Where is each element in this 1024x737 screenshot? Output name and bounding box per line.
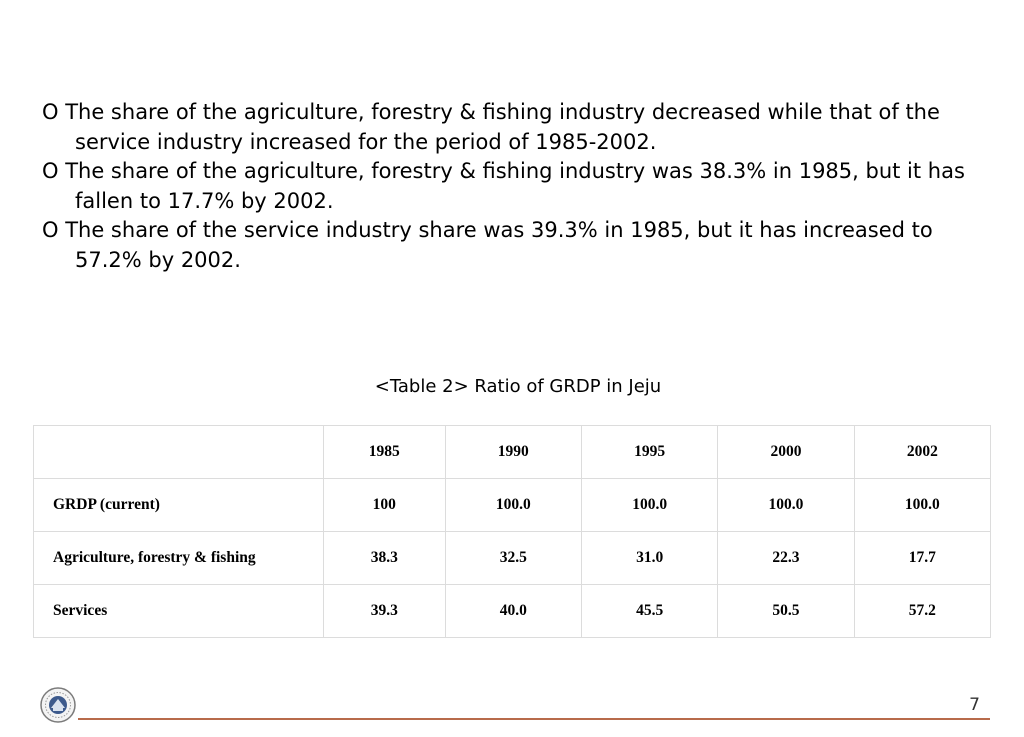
table-cell: 100.0	[444, 478, 582, 532]
table-header-cell	[33, 425, 324, 479]
table-header-cell: 2000	[717, 425, 855, 479]
table-row: Services 39.3 40.0 45.5 50.5 57.2	[33, 584, 992, 638]
table-cell: 45.5	[580, 584, 719, 638]
table-cell: 57.2	[853, 584, 992, 638]
bullet-item: O The share of the service industry shar…	[42, 218, 933, 272]
row-label: Services	[33, 584, 324, 638]
table-cell: 40.0	[444, 584, 582, 638]
table-header-cell: 1990	[444, 425, 582, 479]
row-label: Agriculture, forestry & fishing	[33, 531, 324, 585]
table-cell: 50.5	[717, 584, 855, 638]
table-header-cell: 1995	[580, 425, 719, 479]
table-cell: 38.3	[323, 531, 446, 585]
bullet-item: O The share of the agriculture, forestry…	[42, 100, 940, 154]
table-cell: 100.0	[853, 478, 992, 532]
table-row: Agriculture, forestry & fishing 38.3 32.…	[33, 531, 992, 585]
table-cell: 39.3	[323, 584, 446, 638]
page-number: 7	[969, 695, 980, 715]
university-seal-icon	[40, 687, 76, 723]
table-row: GRDP (current) 100 100.0 100.0 100.0 100…	[33, 478, 992, 532]
bullet-item: O The share of the agriculture, forestry…	[42, 159, 965, 213]
bullet-list: O The share of the agriculture, forestry…	[42, 98, 992, 275]
table-cell: 22.3	[717, 531, 855, 585]
grdp-table: 1985 1990 1995 2000 2002 GRDP (current) …	[33, 425, 992, 638]
table-cell: 17.7	[853, 531, 992, 585]
table-cell: 100.0	[580, 478, 719, 532]
table-caption: <Table 2> Ratio of GRDP in Jeju	[374, 376, 662, 397]
table-cell: 32.5	[444, 531, 582, 585]
table-cell: 31.0	[580, 531, 719, 585]
table-header-row: 1985 1990 1995 2000 2002	[33, 425, 992, 479]
table-cell: 100	[323, 478, 446, 532]
footer-divider	[78, 718, 990, 720]
table-header-cell: 1985	[323, 425, 446, 479]
table-header-cell: 2002	[853, 425, 992, 479]
table-cell: 100.0	[717, 478, 855, 532]
row-label: GRDP (current)	[33, 478, 324, 532]
